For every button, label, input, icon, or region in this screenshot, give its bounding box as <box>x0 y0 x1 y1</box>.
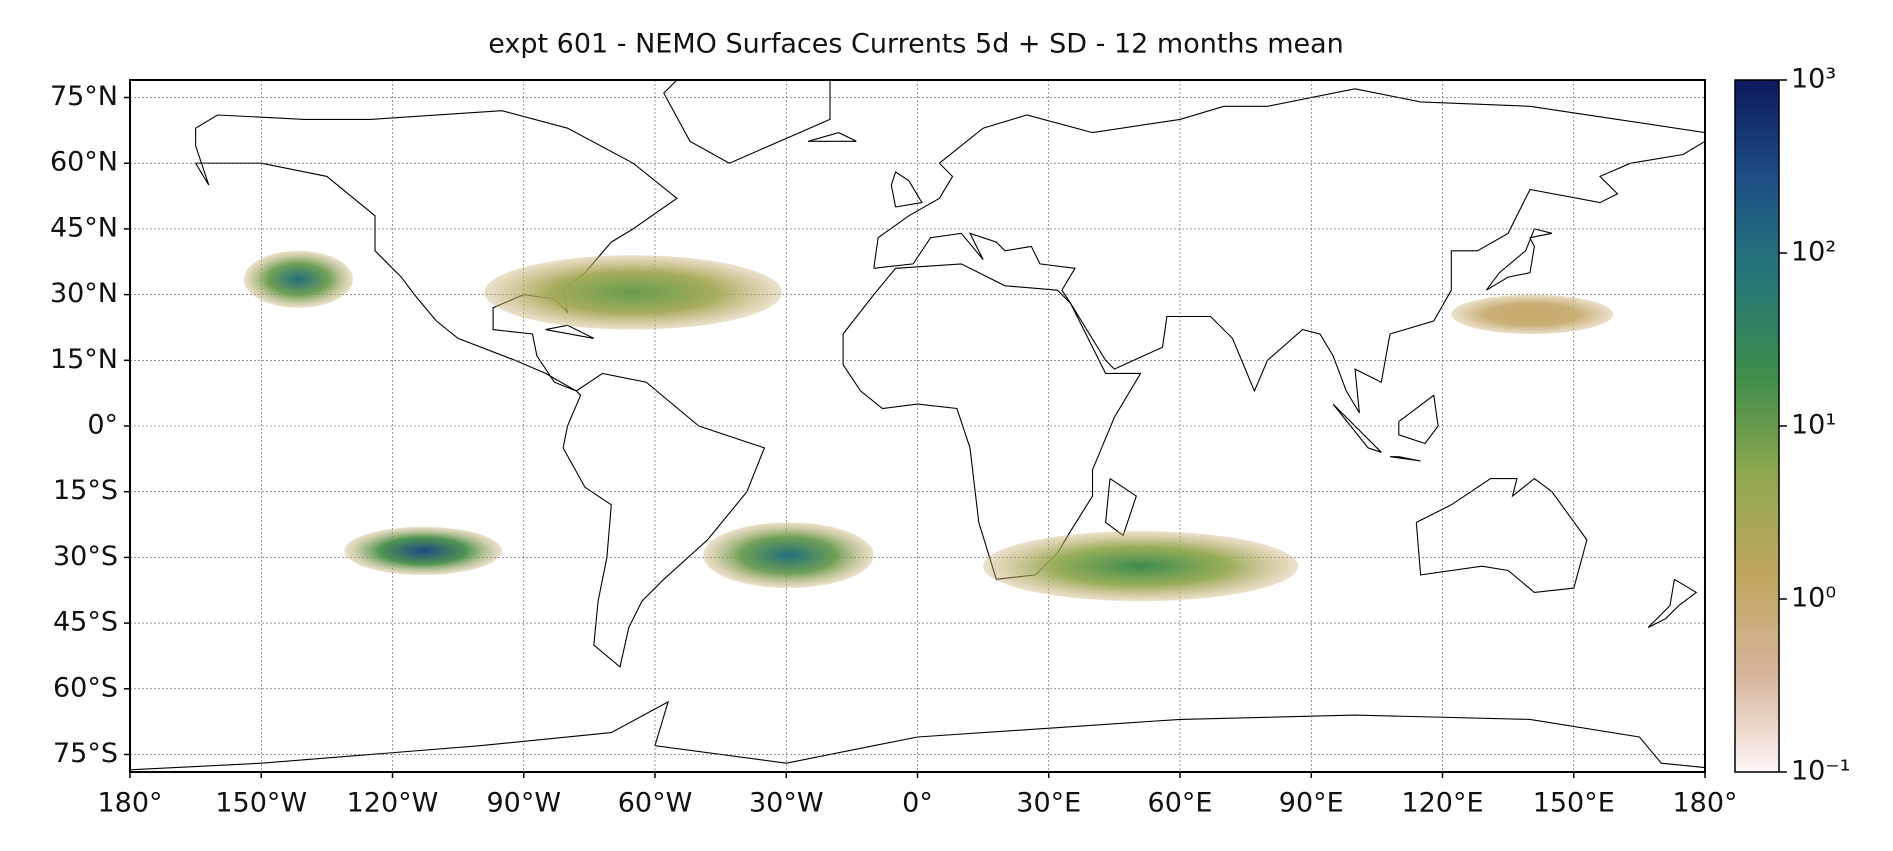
coastline <box>129 700 1706 771</box>
map-frame <box>129 79 1706 773</box>
x-tick-label: 60°E <box>1148 788 1213 819</box>
colorbar-tick-label: 10⁰ <box>1791 583 1836 614</box>
particle-patch <box>344 526 502 575</box>
colorbar <box>1734 79 1780 773</box>
x-tick-label: 90°W <box>486 788 561 819</box>
y-tick-label: 15°S <box>53 475 118 506</box>
x-tick-label: 120°W <box>347 788 439 819</box>
x-tick-label: 150°W <box>215 788 307 819</box>
coastline <box>1105 478 1137 537</box>
coastline <box>1485 228 1553 291</box>
x-tick-label: 90°E <box>1279 788 1344 819</box>
coastlines <box>129 79 1706 771</box>
particle-patch <box>1451 294 1614 335</box>
y-tick-label: 75°N <box>50 81 118 112</box>
y-tick-label: 60°N <box>50 147 118 178</box>
x-tick-label: 60°W <box>618 788 693 819</box>
x-tick-label: 150°E <box>1533 788 1615 819</box>
coastline <box>1398 394 1439 445</box>
x-tick-label: 0° <box>902 788 933 819</box>
particle-patch <box>983 531 1299 602</box>
coastline <box>1647 578 1698 628</box>
x-tick-label: 120°E <box>1401 788 1483 819</box>
chart-title: expt 601 - NEMO Surfaces Currents 5d + S… <box>488 29 1344 60</box>
y-tick-label: 45°S <box>53 607 118 638</box>
coastline <box>807 132 857 142</box>
y-tick-label: 30°S <box>53 541 118 572</box>
colorbar-tick-label: 10³ <box>1791 64 1836 95</box>
coastline <box>1332 403 1382 453</box>
x-tick-label: 30°W <box>749 788 824 819</box>
y-tick-label: 75°S <box>53 738 118 769</box>
y-tick-label: 0° <box>87 410 118 441</box>
colorbar-tick-label: 10¹ <box>1791 410 1836 441</box>
x-tick-label: 30°E <box>1016 788 1081 819</box>
coastline <box>194 110 678 392</box>
coastline <box>1389 456 1421 462</box>
coastline <box>890 171 923 208</box>
colorbar-tick-label: 10⁻¹ <box>1791 756 1850 787</box>
coastline <box>1415 477 1588 593</box>
particle-patch <box>703 522 874 589</box>
x-tick-label: 180° <box>97 788 162 819</box>
coastline <box>562 372 766 668</box>
particle-patch <box>243 250 354 308</box>
coastline <box>842 263 1142 580</box>
y-tick-label: 30°N <box>50 278 118 309</box>
y-tick-label: 60°S <box>53 672 118 703</box>
coastline <box>545 324 595 339</box>
y-tick-label: 15°N <box>50 344 118 375</box>
y-tick-label: 45°N <box>50 212 118 243</box>
x-tick-label: 180° <box>1672 788 1737 819</box>
colorbar-tick-label: 10² <box>1791 237 1836 268</box>
coastline <box>873 88 1706 414</box>
particle-patch <box>484 255 782 330</box>
coastline <box>663 79 831 164</box>
